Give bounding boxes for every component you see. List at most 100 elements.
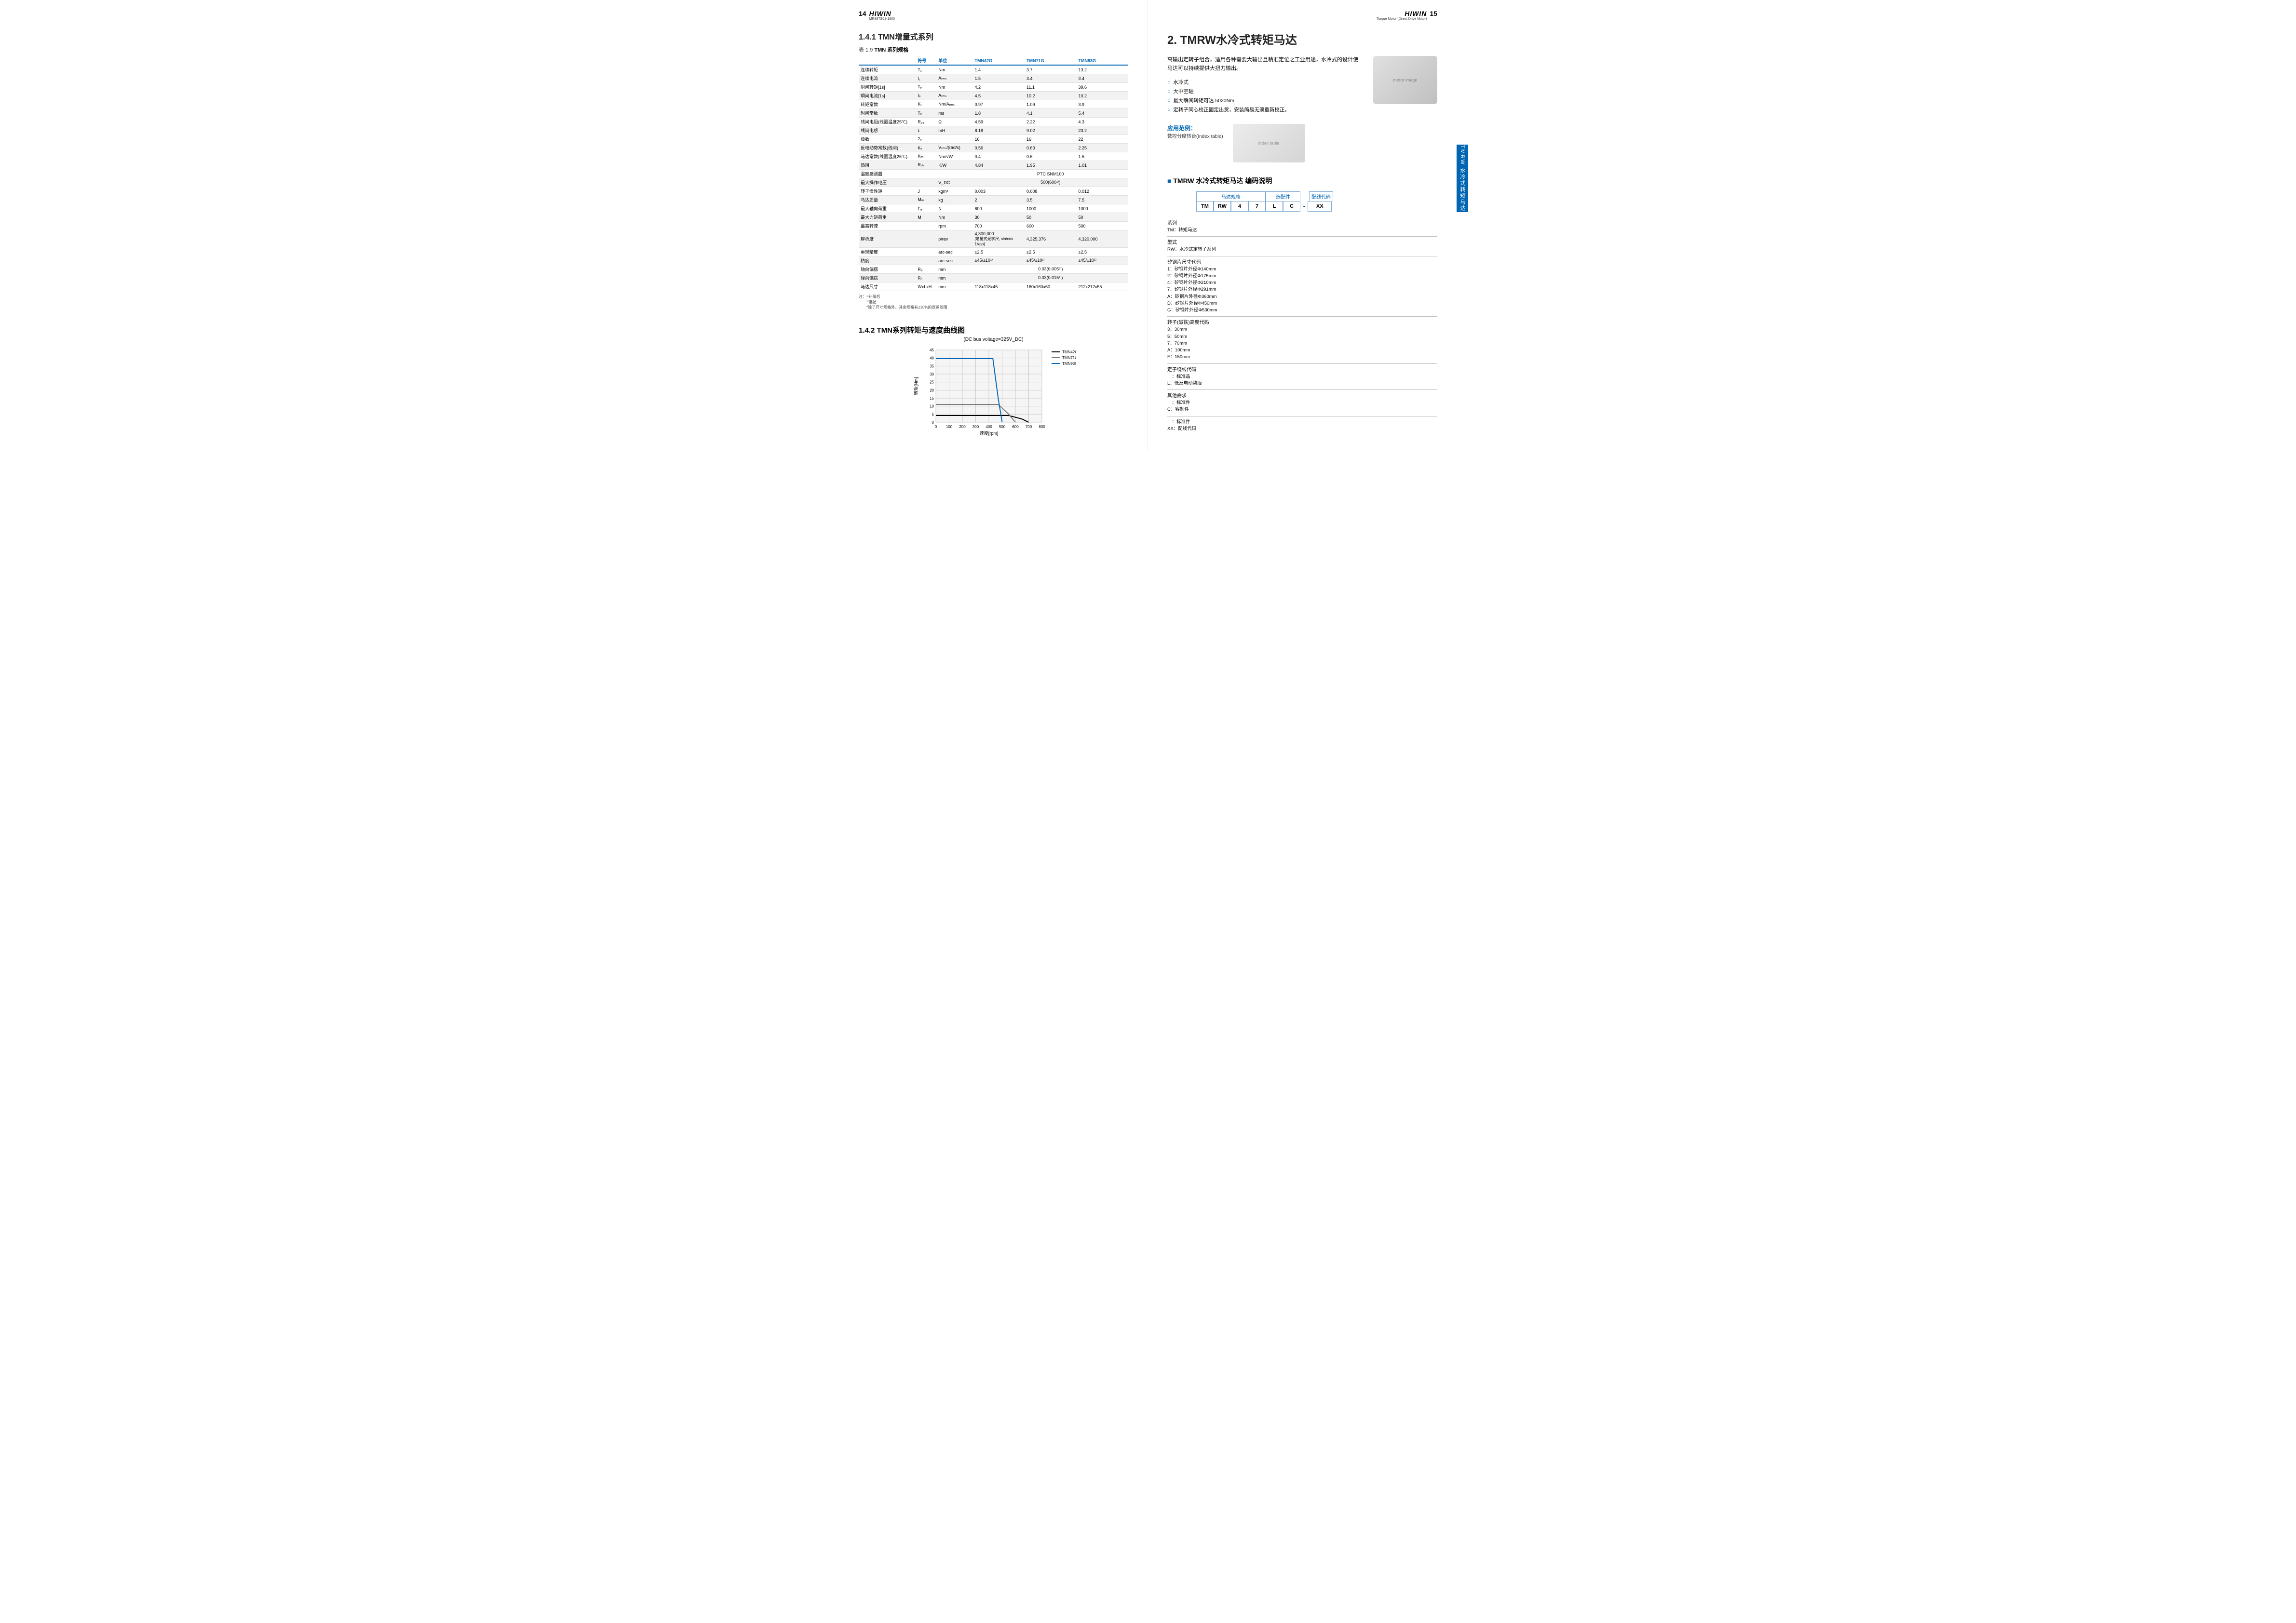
table-cell [916,256,936,265]
table-cell: Aᵣₘₛ [936,92,972,100]
desc-block: 矽钢片尺寸代码1：矽钢片外径Φ140mm2：矽钢片外径Φ175mm4：矽钢片外径… [1167,256,1437,317]
table-cell: 4,300,000[增量式光学尺, sin/cos 1Vpp] [973,230,1025,248]
feature-item: 定转子同心校正固定出货，安装简易无须重新校正。 [1167,105,1364,114]
table-cell: 最大力矩荷重 [859,213,916,222]
svg-text:5: 5 [932,412,934,416]
table-cell: 马达常数(线圈温度25℃) [859,152,916,161]
table-cell: 500(600¹⁾) [973,178,1129,187]
svg-text:25: 25 [930,380,934,384]
table-cell: Rₜₕ [916,161,936,170]
table-cell: 23.2 [1077,126,1129,135]
table-cell: J [916,187,936,196]
table-cell: R₂₅ [916,118,936,126]
right-title: 2. TMRW水冷式转矩马达 [1167,30,1437,47]
svg-text:15: 15 [930,396,934,401]
table-cell: 16 [1025,135,1077,144]
desc-line: D：矽钢片外径Φ450mm [1167,300,1437,307]
table-cell: WxLxH [916,282,936,291]
svg-text:45: 45 [930,348,934,352]
torque-speed-chart: 0510152025303540450100200300400500600700… [912,345,1076,437]
table-row: 马达质量Mₘkg23.57.5 [859,196,1128,204]
svg-text:600: 600 [1012,425,1019,429]
table-header-cell: 符号 [916,56,936,65]
desc-line: 4：矽钢片外径Φ210mm [1167,280,1437,286]
table-cell: 马达质量 [859,196,916,204]
code-cell: C [1283,201,1300,212]
table-footnote: 注：¹⁾补偿后 ²⁾选配 *除了尺寸规格外，其余规格有±10%的误差范围 [859,294,1128,310]
desc-line: A：矽钢片外径Φ360mm [1167,294,1437,300]
table-row: 马达常数(线圈温度25℃)KₘNm/√W0.40.61.5 [859,152,1128,161]
table-cell: Nm [936,65,972,74]
table-cell: arc-sec [936,248,972,256]
right-header: HIWIN Torque Motor (Direct Drive Motor) … [1167,10,1437,21]
svg-text:400: 400 [986,425,992,429]
table-cell: 50 [1077,213,1129,222]
table-cell: 118x118x45 [973,282,1025,291]
table-cell: 2.22 [1025,118,1077,126]
table-cell [936,170,972,178]
table-cell: 转矩常数 [859,100,916,109]
table-cell: 4,325,376 [1025,230,1077,248]
table-cell: 最高转速 [859,222,916,230]
table-row: 转子惯性矩Jkgm²0.0030.0080.012 [859,187,1128,196]
table-cell: Rₐ [916,265,936,274]
table-cell: 600 [973,204,1025,213]
table-cell: Nm [936,83,972,92]
description-blocks: 系列TM：转矩马达型式RW：水冷式定转子系列矽钢片尺寸代码1：矽钢片外径Φ140… [1167,217,1437,435]
code-group-label: 选配件 [1266,191,1300,201]
table-cell: 2ₚ [916,135,936,144]
intro-row: 高输出定转子组合，适用各种需要大输出且精准定位之工业用途，水冷式的设计使马达可以… [1167,56,1437,114]
table-cell: 212x212x55 [1077,282,1129,291]
table-cell: ±2.5 [973,248,1025,256]
table-cell: 160x160x50 [1025,282,1077,291]
desc-line: C：客制件 [1167,406,1437,413]
table-row: 热阻RₜₕK/W4.841.951.01 [859,161,1128,170]
spec-table: 符号单位TMN42GTMN71GTMN93G 连续转矩T꜀Nm1.43.713.… [859,56,1128,291]
doc-code: MR99TS01-1800 [869,17,895,21]
desc-line: ：标准件 [1167,400,1437,406]
table-cell: 热阻 [859,161,916,170]
table-cell: 3.9 [1077,100,1129,109]
table-cell: 1.4 [973,65,1025,74]
table-cell [916,230,936,248]
table-cell: 反电动势常数(线间) [859,144,916,152]
table-cell: Tₚ [916,83,936,92]
table-row: 瞬间电流[1s]IₚAᵣₘₛ4.510.210.2 [859,92,1128,100]
desc-block: 其他需求 ：标准件C：客制件 [1167,390,1437,416]
desc-block-title: 其他需求 [1167,392,1437,400]
feature-item: 最大瞬间转矩可达 5020Nm [1167,96,1364,105]
table-cell: 最大操作电压 [859,178,916,187]
code-cell: RW [1214,201,1231,212]
table-row: 转矩常数KₜNm/Aᵣₘₛ0.971.093.9 [859,100,1128,109]
svg-text:800: 800 [1039,425,1045,429]
table-cell: ±45/±10¹⁾ [1025,256,1077,265]
table-cell: mm [936,265,972,274]
table-cell: 0.012 [1077,187,1129,196]
motor-image: motor image [1373,56,1437,104]
table-cell: 时间常数 [859,109,916,118]
table-cell: 1.95 [1025,161,1077,170]
table-cell: 马达尺寸 [859,282,916,291]
svg-text:300: 300 [972,425,979,429]
table-row: 解析度p/rev4,300,000[增量式光学尺, sin/cos 1Vpp]4… [859,230,1128,248]
desc-block-title: 定子绕线代码 [1167,366,1437,374]
table-header-cell: 单位 [936,56,972,65]
table-cell: 4.84 [973,161,1025,170]
table-cell: 3.5 [1025,196,1077,204]
table-cell: 50 [1025,213,1077,222]
desc-line: 5：50mm [1167,334,1437,340]
index-table-image: index table [1233,124,1305,162]
table-cell: 连续转矩 [859,65,916,74]
intro-text-block: 高输出定转子组合，适用各种需要大输出且精准定位之工业用途，水冷式的设计使马达可以… [1167,56,1364,114]
table-cell: 径向偏摆 [859,274,916,282]
section-title-1: 1.4.1 TMN增量式系列 [859,30,1128,42]
side-tab: TMRW 水冷式转矩马达 [1457,145,1468,212]
table-cell: 7.5 [1077,196,1129,204]
desc-line: 1：矽钢片外径Φ140mm [1167,266,1437,273]
table-cell: Tₑ [916,109,936,118]
table-row: 最高转速rpm700600500 [859,222,1128,230]
table-cell: 2.25 [1077,144,1129,152]
application-row: 应用范例： 数控分度转台(Index table) index table [1167,124,1437,162]
table-cell: 700 [973,222,1025,230]
table-cell: rpm [936,222,972,230]
